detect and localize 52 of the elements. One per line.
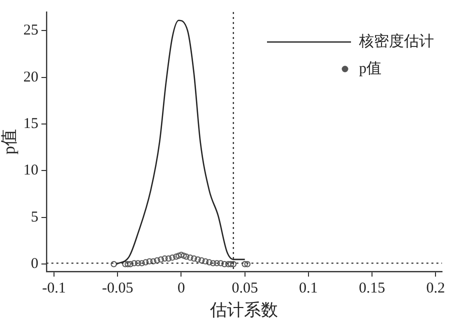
y-tick-label: 20 xyxy=(23,69,38,86)
point xyxy=(158,256,164,263)
x-tick-label: 0.15 xyxy=(358,280,386,297)
point xyxy=(150,258,156,264)
point xyxy=(198,257,205,264)
x-tick-label: -0.1 xyxy=(42,280,66,297)
point xyxy=(194,256,201,263)
point xyxy=(225,261,232,268)
x-axis-title: 估计系数 xyxy=(209,300,278,320)
y-tick-label: 25 xyxy=(23,22,38,39)
point xyxy=(169,254,176,261)
legend-label: p值 xyxy=(359,60,382,77)
point xyxy=(138,260,145,266)
point xyxy=(178,252,184,258)
point xyxy=(210,260,216,266)
x-tick-label: 0.05 xyxy=(232,280,258,297)
x-tick-label: 0.2 xyxy=(426,280,446,297)
point xyxy=(165,255,172,262)
y-tick-label: 5 xyxy=(30,209,38,226)
point xyxy=(230,261,236,268)
point xyxy=(134,260,142,266)
point xyxy=(154,257,160,264)
x-tick-label: -0.05 xyxy=(102,280,134,297)
y-tick-label: 15 xyxy=(23,116,38,132)
point xyxy=(173,254,180,260)
point xyxy=(218,260,224,266)
y-tick-label: 10 xyxy=(23,162,38,179)
point xyxy=(202,258,209,264)
text: 核密度估计 xyxy=(358,32,434,50)
point xyxy=(187,254,194,261)
point xyxy=(131,260,138,266)
y-axis-title: p值 xyxy=(0,129,19,155)
y-tick-label: 0 xyxy=(30,256,38,272)
point xyxy=(228,261,234,268)
point xyxy=(221,261,228,268)
point xyxy=(206,259,212,266)
point xyxy=(162,255,168,262)
point xyxy=(180,252,187,259)
x-tick-label: 0 xyxy=(177,280,185,297)
point xyxy=(146,258,153,264)
point xyxy=(176,252,182,259)
point xyxy=(122,261,128,268)
x-tick-label: 0.1 xyxy=(299,280,318,297)
point xyxy=(190,255,198,262)
point xyxy=(110,261,117,268)
point xyxy=(214,260,220,266)
point xyxy=(127,261,134,268)
point xyxy=(124,261,131,268)
point xyxy=(183,254,190,260)
point xyxy=(244,261,250,268)
point xyxy=(242,261,248,268)
point xyxy=(142,259,149,266)
